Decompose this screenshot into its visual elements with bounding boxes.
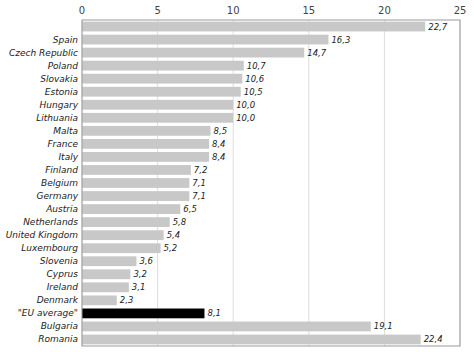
- data-label: 10,5: [244, 87, 263, 97]
- category-label: Malta: [53, 126, 78, 136]
- category-label: Denmark: [37, 295, 79, 305]
- bar: [82, 139, 209, 149]
- category-label: Poland: [48, 61, 79, 71]
- data-label: 5,8: [173, 217, 187, 227]
- category-label: Romania: [38, 334, 78, 344]
- bar: [82, 322, 371, 332]
- x-ticks: 0 5 10 15 20 25: [79, 5, 467, 16]
- data-label: 14,7: [307, 48, 327, 58]
- data-label: 22,7: [428, 22, 448, 32]
- category-label: Belgium: [41, 178, 78, 188]
- category-label: "EU average": [18, 308, 78, 318]
- bar: [82, 22, 425, 32]
- data-label: 16,3: [331, 35, 350, 45]
- grid-line: [384, 20, 385, 346]
- category-label: Italy: [58, 152, 78, 162]
- grid-line: [308, 20, 309, 346]
- bar: [82, 152, 209, 162]
- bar: [82, 178, 189, 188]
- grid: [82, 20, 460, 346]
- data-label: 2,3: [120, 295, 134, 305]
- plot-frame: [82, 20, 460, 346]
- category-label: Luxembourg: [21, 243, 78, 253]
- data-label: 3,1: [132, 282, 146, 292]
- category-label: Hungary: [40, 100, 79, 110]
- category-label: France: [47, 139, 78, 149]
- y-tick-labels: Spain Czech Republic Poland Slovakia Estonia…: [6, 35, 79, 345]
- category-label: United Kingdom: [6, 230, 78, 240]
- category-label: Lithuania: [36, 113, 78, 123]
- category-label: Estonia: [45, 87, 78, 97]
- bar: [82, 113, 233, 123]
- bar: [82, 243, 161, 253]
- bar: [82, 230, 164, 240]
- bar: [82, 217, 170, 227]
- bar: [82, 309, 204, 319]
- data-label: 19,1: [374, 321, 393, 331]
- data-label: 7,1: [192, 191, 206, 201]
- bar: [82, 282, 129, 292]
- category-label: Czech Republic: [9, 48, 78, 58]
- x-tick-label: 20: [378, 5, 391, 16]
- bar: [82, 61, 244, 71]
- data-label: 6,5: [183, 204, 197, 214]
- data-label: 7,1: [192, 178, 206, 188]
- bar: [82, 100, 233, 110]
- category-label: Netherlands: [23, 217, 78, 227]
- category-label: Finland: [45, 165, 78, 175]
- bar: [82, 35, 328, 45]
- category-label: Slovenia: [40, 256, 78, 266]
- bar: [82, 126, 211, 136]
- x-tick-label: 0: [79, 5, 85, 16]
- bar: [82, 87, 241, 97]
- chart: 0 5 10 15 20 25 Spain Czech Republic Poland Slova…: [0, 0, 474, 352]
- data-label: 10,6: [245, 74, 265, 84]
- data-label: 10,0: [236, 100, 255, 110]
- data-label: 5,4: [167, 230, 181, 240]
- data-label: 8,4: [212, 139, 226, 149]
- bar: [82, 256, 136, 266]
- data-label: 22,4: [424, 334, 443, 344]
- bar: [82, 295, 117, 305]
- x-tick-label: 5: [154, 5, 160, 16]
- category-label: Ireland: [47, 282, 79, 292]
- bar: [82, 165, 191, 175]
- category-label: Cyprus: [47, 269, 79, 279]
- data-label: 10,7: [247, 61, 267, 71]
- data-label: 8,4: [212, 152, 226, 162]
- bar: [82, 204, 180, 214]
- bar: [82, 191, 189, 201]
- category-label: Germany: [36, 191, 78, 201]
- bar: [82, 269, 130, 279]
- x-tick-label: 25: [454, 5, 467, 16]
- bar: [82, 48, 304, 58]
- data-label: 8,5: [214, 126, 228, 136]
- data-label: 10,0: [236, 113, 255, 123]
- category-label: Bulgaria: [41, 321, 78, 331]
- category-label: Slovakia: [40, 74, 78, 84]
- data-labels: 22,7 16,3 14,7 10,7 10,6 10,5 10,0 10,0 8,5 8,4 8,…: [120, 22, 448, 345]
- bar: [82, 74, 242, 84]
- category-label: Spain: [53, 35, 78, 45]
- category-label: Austria: [45, 204, 78, 214]
- x-tick-label: 10: [227, 5, 240, 16]
- bar: [82, 335, 421, 345]
- data-label: 5,2: [164, 243, 178, 253]
- bars: [82, 22, 425, 345]
- x-tick-label: 15: [302, 5, 315, 16]
- data-label: 8,1: [207, 308, 221, 318]
- data-label: 7,2: [194, 165, 208, 175]
- data-label: 3,6: [139, 256, 153, 266]
- data-label: 3,2: [133, 269, 147, 279]
